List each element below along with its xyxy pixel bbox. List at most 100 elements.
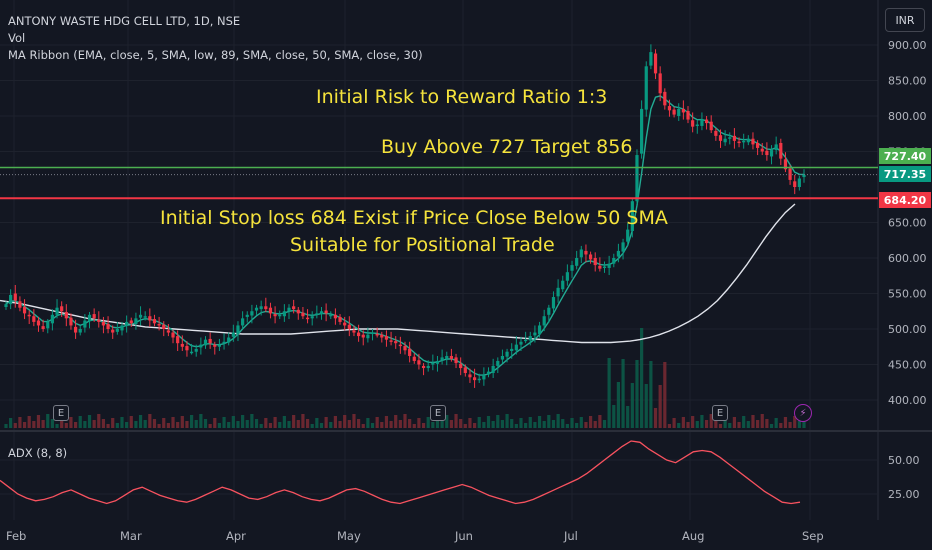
candle-body[interactable] [417, 360, 421, 365]
candle-body[interactable] [672, 109, 676, 115]
candle-body[interactable] [426, 365, 430, 369]
candle-body[interactable] [445, 355, 449, 359]
candle-body[interactable] [9, 294, 13, 305]
candle-body[interactable] [106, 324, 110, 329]
candle-body[interactable] [4, 304, 8, 307]
candle-body[interactable] [802, 174, 806, 178]
candle-body[interactable] [185, 346, 189, 351]
candle-body[interactable] [310, 316, 314, 319]
candle-body[interactable] [519, 341, 523, 345]
candle-body[interactable] [626, 229, 630, 242]
candle-body[interactable] [524, 339, 528, 342]
candle-body[interactable] [166, 330, 170, 333]
candle-body[interactable] [612, 258, 616, 264]
candle-body[interactable] [584, 250, 588, 255]
candle-body[interactable] [635, 155, 639, 202]
candle-body[interactable] [695, 124, 699, 127]
candle-body[interactable] [208, 338, 212, 344]
candle-body[interactable] [60, 306, 64, 312]
candle-body[interactable] [361, 334, 365, 338]
candle-body[interactable] [134, 318, 138, 325]
candle-body[interactable] [421, 365, 426, 369]
candle-body[interactable] [463, 367, 467, 374]
candle-body[interactable] [329, 314, 333, 317]
candle-body[interactable] [241, 318, 245, 326]
candle-body[interactable] [528, 336, 532, 341]
candle-body[interactable] [737, 141, 741, 144]
candle-body[interactable] [700, 119, 704, 126]
candle-body[interactable] [273, 314, 277, 317]
candle-body[interactable] [319, 311, 324, 315]
candle-body[interactable] [533, 332, 537, 336]
candle-body[interactable] [32, 316, 36, 322]
candle-body[interactable] [505, 351, 509, 357]
candle-body[interactable] [723, 138, 727, 143]
candle-body[interactable] [677, 108, 681, 116]
price-axis[interactable]: 900.00850.00800.00750.00650.00600.00550.… [888, 39, 927, 407]
candle-body[interactable] [324, 310, 328, 314]
candle-body[interactable] [500, 355, 505, 360]
candle-body[interactable] [565, 272, 569, 281]
candle-body[interactable] [793, 181, 797, 187]
candle-body[interactable] [472, 377, 477, 381]
candle-body[interactable] [681, 108, 685, 113]
candle-body[interactable] [120, 325, 124, 331]
candle-body[interactable] [704, 119, 709, 124]
candle-body[interactable] [630, 201, 634, 232]
candle-body[interactable] [797, 178, 801, 187]
candle-body[interactable] [250, 311, 254, 316]
candle-body[interactable] [510, 348, 514, 352]
candle-body[interactable] [176, 336, 180, 344]
candle-body[interactable] [579, 249, 583, 258]
candlesticks[interactable] [4, 44, 806, 388]
earnings-icon[interactable]: E [53, 405, 69, 421]
candle-body[interactable] [236, 325, 240, 334]
candle-body[interactable] [403, 346, 407, 351]
candle-body[interactable] [408, 348, 412, 356]
candle-body[interactable] [375, 333, 379, 336]
candle-body[interactable] [514, 344, 518, 351]
candle-body[interactable] [491, 365, 495, 374]
candle-body[interactable] [73, 326, 78, 333]
candle-body[interactable] [64, 311, 68, 319]
candle-body[interactable] [435, 360, 440, 364]
candle-body[interactable] [101, 321, 106, 326]
candle-body[interactable] [315, 313, 319, 315]
candle-body[interactable] [658, 73, 662, 94]
candle-body[interactable] [769, 150, 774, 157]
candle-body[interactable] [667, 106, 672, 111]
earnings-icon[interactable]: E [712, 405, 728, 421]
candle-body[interactable] [245, 314, 249, 317]
candle-body[interactable] [338, 316, 342, 322]
candle-body[interactable] [194, 348, 198, 352]
candle-body[interactable] [384, 336, 389, 340]
candle-body[interactable] [783, 159, 788, 170]
candle-body[interactable] [125, 321, 129, 326]
candle-body[interactable] [756, 142, 760, 148]
candle-body[interactable] [686, 111, 690, 120]
candle-body[interactable] [213, 344, 217, 347]
candle-body[interactable] [570, 265, 574, 271]
candle-body[interactable] [357, 332, 361, 337]
candle-body[interactable] [477, 378, 481, 381]
candle-body[interactable] [616, 250, 621, 257]
candle-body[interactable] [296, 309, 300, 314]
candle-body[interactable] [412, 356, 416, 361]
candle-body[interactable] [370, 332, 375, 335]
candle-body[interactable] [83, 320, 87, 328]
candle-body[interactable] [709, 121, 713, 131]
candle-body[interactable] [551, 297, 556, 309]
candle-body[interactable] [718, 135, 723, 141]
candle-body[interactable] [41, 326, 45, 329]
candle-body[interactable] [602, 266, 607, 269]
candle-body[interactable] [78, 329, 82, 333]
candle-body[interactable] [222, 341, 226, 344]
lightning-bolt-icon[interactable]: ⚡ [794, 404, 812, 422]
candle-body[interactable] [268, 307, 273, 314]
candle-body[interactable] [55, 307, 59, 315]
candle-body[interactable] [231, 332, 235, 337]
candle-body[interactable] [663, 91, 667, 106]
candle-body[interactable] [593, 258, 597, 266]
candle-body[interactable] [254, 307, 259, 311]
candle-body[interactable] [389, 340, 393, 342]
